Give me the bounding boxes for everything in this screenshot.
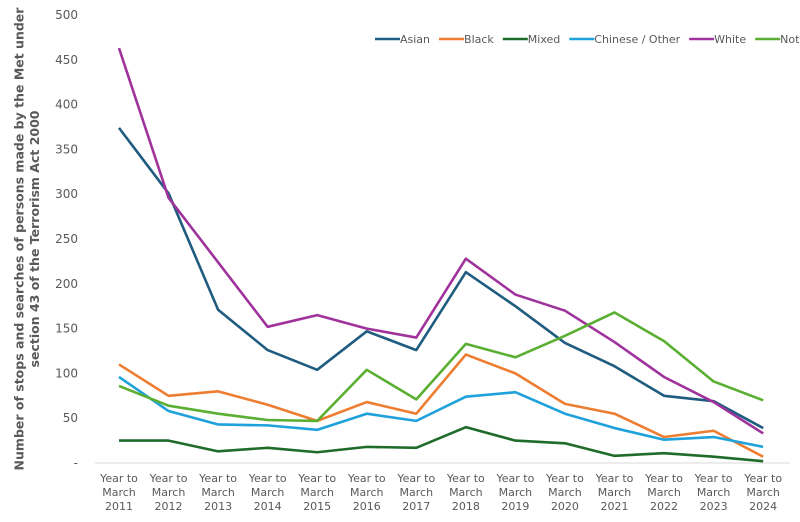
series-line-black (118, 353, 764, 458)
x-tick-label: 2020 (551, 500, 579, 513)
x-tick-label: March (350, 486, 384, 499)
x-tick-label: Year to (694, 472, 733, 485)
series-line-not-stated (118, 311, 764, 423)
x-tick-label: March (201, 486, 235, 499)
x-tick-label: Year to (743, 472, 782, 485)
x-tick-label: 2011 (105, 500, 133, 513)
x-tick-label: March (499, 486, 533, 499)
x-tick-label: Year to (198, 472, 237, 485)
x-tick-label: Year to (347, 472, 386, 485)
y-tick-label: 100 (55, 366, 78, 380)
x-tick-label: Year to (396, 472, 435, 485)
x-tick-label: March (647, 486, 681, 499)
y-tick-label: 400 (55, 98, 78, 112)
y-tick-label: - (74, 456, 78, 470)
x-tick-label: March (746, 486, 780, 499)
legend-label: Black (464, 33, 494, 46)
y-tick-label: 350 (55, 142, 78, 156)
legend-label: Chinese / Other (594, 33, 680, 46)
y-axis-label: Number of stops and searches of persons … (12, 7, 43, 471)
x-tick-label: 2022 (650, 500, 678, 513)
x-tick-label: Year to (644, 472, 683, 485)
x-tick-label: March (251, 486, 285, 499)
x-tick-label: 2015 (303, 500, 331, 513)
x-tick-label: Year to (297, 472, 336, 485)
x-tick-label: 2021 (601, 500, 629, 513)
x-tick-label: Year to (545, 472, 584, 485)
x-tick-label: 2024 (749, 500, 777, 513)
x-tick-label: 2012 (155, 500, 183, 513)
x-tick-label: Year to (595, 472, 634, 485)
x-tick-label: March (697, 486, 731, 499)
x-tick-label: 2018 (452, 500, 480, 513)
x-tick-label: 2013 (204, 500, 232, 513)
y-tick-label: 500 (55, 8, 78, 22)
x-tick-label: 2017 (402, 500, 430, 513)
x-tick-label: 2014 (254, 500, 282, 513)
x-tick-label: March (449, 486, 483, 499)
legend-label: Not stated (780, 33, 800, 46)
x-tick-label: Year to (99, 472, 138, 485)
series-line-white (117, 47, 764, 435)
y-tick-label: 250 (55, 232, 78, 246)
x-tick-label: March (548, 486, 582, 499)
series-line-mixed (119, 425, 764, 463)
x-tick-label: Year to (149, 472, 188, 485)
legend-label: Mixed (528, 33, 560, 46)
x-tick-label: March (400, 486, 434, 499)
x-tick-label: 2019 (501, 500, 529, 513)
legend-label: Asian (400, 33, 430, 46)
x-tick-label: March (152, 486, 186, 499)
x-tick-label: March (300, 486, 334, 499)
y-tick-label: 150 (55, 322, 78, 336)
x-tick-label: Year to (446, 472, 485, 485)
x-tick-label: March (598, 486, 632, 499)
x-tick-label: 2023 (700, 500, 728, 513)
x-tick-label: Year to (248, 472, 287, 485)
legend-label: White (714, 33, 746, 46)
x-tick-label: March (102, 486, 136, 499)
y-tick-label: 50 (63, 411, 78, 425)
series-line-asian (117, 127, 764, 430)
y-tick-label: 450 (55, 53, 78, 67)
x-tick-label: 2016 (353, 500, 381, 513)
x-tick-label: Year to (495, 472, 534, 485)
y-tick-label: 200 (55, 277, 78, 291)
series-line-chinese-other (118, 375, 764, 449)
y-tick-label: 300 (55, 187, 78, 201)
